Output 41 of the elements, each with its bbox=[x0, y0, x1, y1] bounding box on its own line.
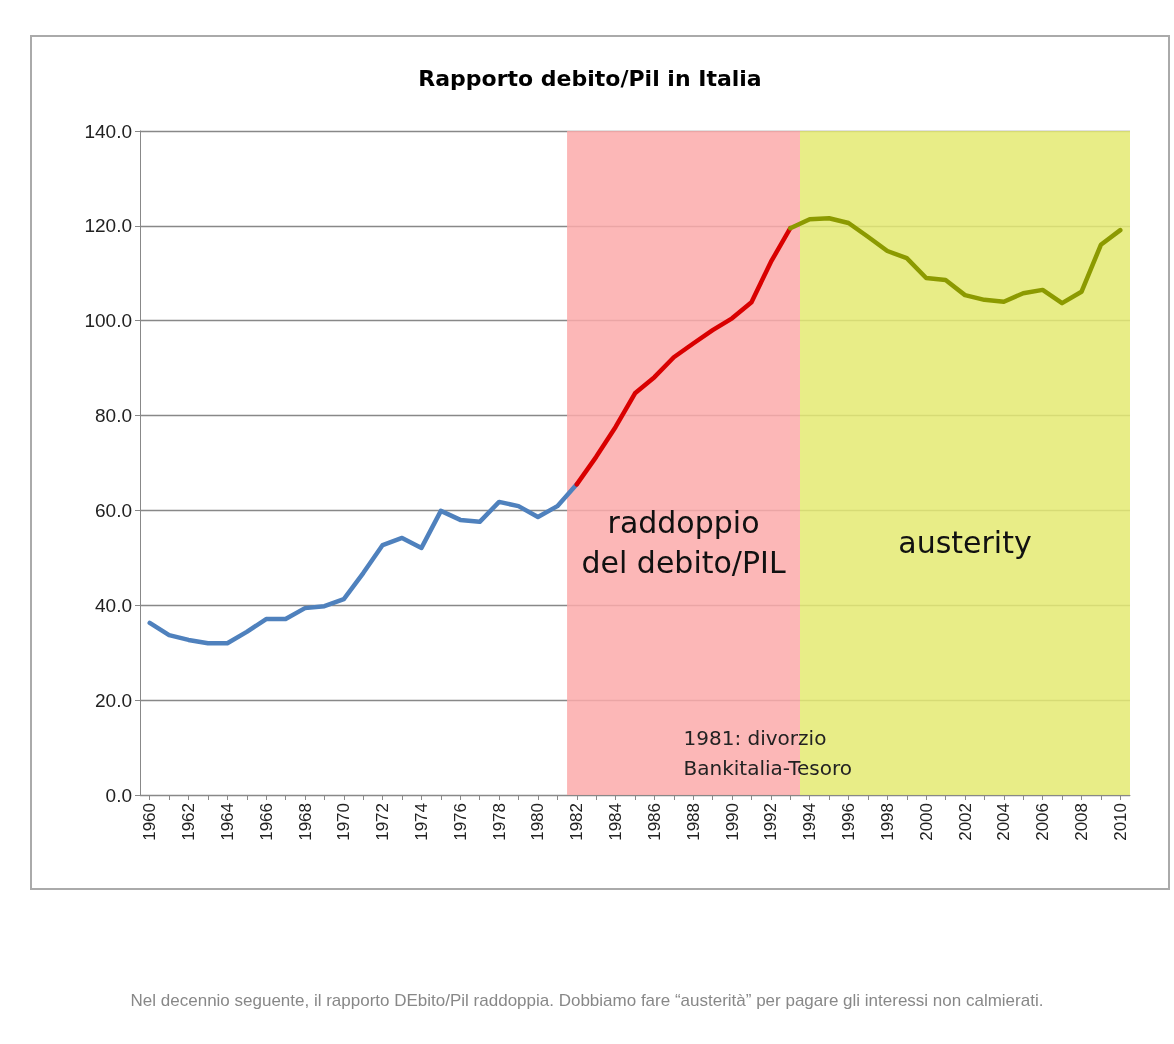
x-tick-label: 1998 bbox=[877, 803, 897, 841]
y-tick-label: 60.0 bbox=[95, 499, 132, 521]
x-tick-label: 2010 bbox=[1110, 803, 1130, 841]
x-tick-label: 1960 bbox=[140, 803, 160, 841]
x-tick-label: 1974 bbox=[411, 803, 431, 841]
x-tick-label: 1970 bbox=[334, 803, 354, 841]
x-tick-label: 1962 bbox=[179, 803, 199, 841]
x-tick-label: 1996 bbox=[839, 803, 859, 841]
y-tick-label: 80.0 bbox=[95, 405, 132, 427]
line-series bbox=[788, 216, 1123, 306]
x-tick-label: 1994 bbox=[800, 803, 820, 841]
x-tick-label: 1988 bbox=[683, 803, 703, 841]
y-tick-label: 40.0 bbox=[95, 594, 132, 616]
line-series bbox=[147, 482, 580, 646]
x-tick-label: 2000 bbox=[916, 803, 936, 841]
x-tick-label: 1966 bbox=[256, 803, 276, 841]
y-tick-label: 0.0 bbox=[105, 784, 132, 806]
y-tick-label: 140.0 bbox=[84, 120, 132, 142]
x-tick-label: 1990 bbox=[722, 803, 742, 841]
x-tick-label: 2008 bbox=[1071, 803, 1091, 841]
y-tick-label: 20.0 bbox=[95, 689, 132, 711]
x-tick-label: 1972 bbox=[373, 803, 393, 841]
x-tick-label: 1980 bbox=[528, 803, 548, 841]
x-tick-label: 1978 bbox=[489, 803, 509, 841]
y-tick-label: 100.0 bbox=[84, 310, 132, 332]
x-tick-label: 1984 bbox=[606, 803, 626, 841]
band-label: austerity bbox=[898, 525, 1032, 561]
x-tick-label: 1976 bbox=[450, 803, 470, 841]
x-tick-label: 2006 bbox=[1033, 803, 1053, 841]
chart-title: Rapporto debito/Pil in Italia bbox=[418, 65, 762, 91]
annotation: 1981: divorzio Bankitalia-Tesoro bbox=[683, 726, 852, 780]
x-tick-label: 1992 bbox=[761, 803, 781, 841]
y-tick-label: 120.0 bbox=[84, 215, 132, 237]
x-tick-label: 2004 bbox=[994, 803, 1014, 841]
text: Nel decennio seguente, il rapporto DEbito/Pil raddoppia. Dobbiamo fare “austerità” per pagare gli interessi non calmierati. bbox=[129, 990, 1045, 1012]
x-tick-label: 1986 bbox=[644, 803, 664, 841]
x-tick-label: 2002 bbox=[955, 803, 975, 841]
band-label: raddoppio del debito/PIL bbox=[581, 505, 786, 581]
x-tick-label: 1982 bbox=[567, 803, 587, 841]
x-tick-label: 1964 bbox=[217, 803, 237, 841]
x-tick-label: 1968 bbox=[295, 803, 315, 841]
